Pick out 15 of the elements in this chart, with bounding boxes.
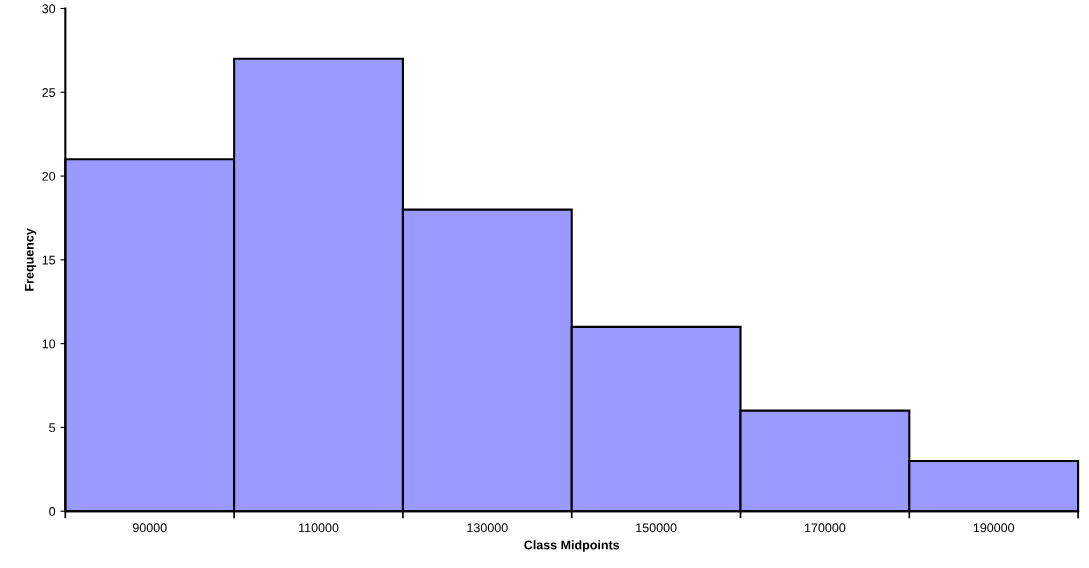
y-axis-title: Frequency [24,228,37,291]
y-tick-label: 5 [49,423,56,433]
y-tick-label: 30 [42,4,56,14]
x-axis-title: Class Midpoints [524,540,620,552]
x-tick-label: 170000 [805,523,846,533]
x-tick-label: 190000 [973,523,1015,533]
x-tick-label: 110000 [299,523,339,533]
y-tick-label: 25 [42,88,56,97]
x-tick-label: 150000 [636,523,677,533]
x-tick-label: 130000 [467,523,508,533]
y-tick-label: 0 [49,507,56,516]
y-tick-label: 15 [42,255,56,265]
y-tick-label: 10 [42,339,56,349]
x-tick-label: 90000 [132,523,167,533]
y-tick-label: 20 [42,171,56,181]
